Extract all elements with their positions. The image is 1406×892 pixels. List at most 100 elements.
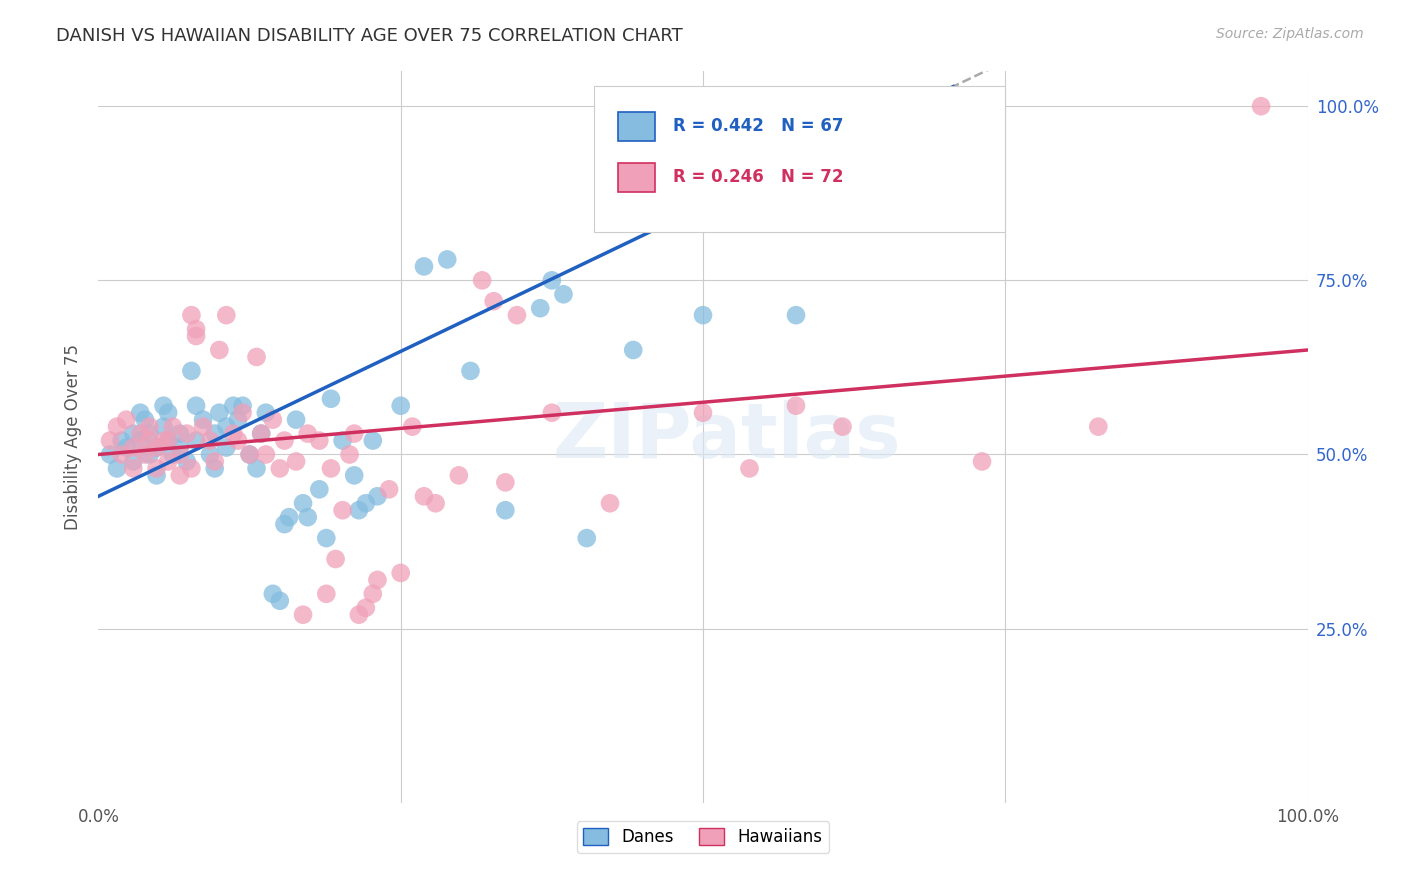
Point <box>785 308 807 322</box>
Point <box>134 412 156 426</box>
Point <box>184 434 207 448</box>
Point <box>129 426 152 441</box>
Point <box>122 441 145 455</box>
Point <box>319 461 342 475</box>
Point <box>122 454 145 468</box>
Point <box>122 461 145 475</box>
Point <box>232 406 254 420</box>
Point <box>447 468 470 483</box>
Y-axis label: Disability Age Over 75: Disability Age Over 75 <box>65 344 83 530</box>
Point <box>325 552 347 566</box>
Point <box>308 434 330 448</box>
Point <box>232 399 254 413</box>
Point <box>162 419 184 434</box>
Point <box>540 273 562 287</box>
Point <box>273 434 295 448</box>
Point <box>138 426 160 441</box>
Point <box>157 434 180 448</box>
Point <box>115 441 138 455</box>
Point <box>599 496 621 510</box>
Point <box>366 489 388 503</box>
Point <box>191 419 214 434</box>
Text: R = 0.442   N = 67: R = 0.442 N = 67 <box>672 117 844 136</box>
Point <box>204 426 226 441</box>
Point <box>262 412 284 426</box>
Point <box>540 406 562 420</box>
Point <box>831 419 853 434</box>
Point <box>215 308 238 322</box>
Point <box>239 448 262 462</box>
Point <box>278 510 301 524</box>
Point <box>855 99 877 113</box>
Text: Source: ZipAtlas.com: Source: ZipAtlas.com <box>1216 27 1364 41</box>
Point <box>145 441 167 455</box>
Point <box>347 503 370 517</box>
Point <box>413 260 436 274</box>
Point <box>169 441 191 455</box>
Text: ZIPatlas: ZIPatlas <box>553 401 901 474</box>
Point <box>198 448 221 462</box>
Point <box>692 406 714 420</box>
Bar <box>619 112 655 141</box>
Point <box>129 406 152 420</box>
Point <box>692 308 714 322</box>
Point <box>98 434 121 448</box>
Point <box>215 419 238 434</box>
Point <box>169 448 191 462</box>
Point <box>254 406 277 420</box>
Point <box>152 399 174 413</box>
Point <box>401 419 423 434</box>
Point <box>332 434 354 448</box>
Point <box>339 448 361 462</box>
Point <box>1250 99 1272 113</box>
Point <box>354 600 377 615</box>
Point <box>529 301 551 316</box>
Point <box>425 496 447 510</box>
Point <box>553 287 575 301</box>
Point <box>308 483 330 497</box>
Point <box>152 419 174 434</box>
Point <box>115 412 138 426</box>
Point <box>354 496 377 510</box>
Point <box>292 607 315 622</box>
Text: DANISH VS HAWAIIAN DISABILITY AGE OVER 75 CORRELATION CHART: DANISH VS HAWAIIAN DISABILITY AGE OVER 7… <box>56 27 683 45</box>
Point <box>208 406 231 420</box>
Point <box>389 399 412 413</box>
Point <box>169 426 191 441</box>
Point <box>285 412 308 426</box>
Point <box>184 399 207 413</box>
Point <box>245 350 267 364</box>
Point <box>482 294 505 309</box>
Point <box>361 587 384 601</box>
Point <box>145 468 167 483</box>
Point <box>157 406 180 420</box>
Bar <box>619 163 655 192</box>
Point <box>169 468 191 483</box>
Point <box>297 510 319 524</box>
Point <box>222 399 245 413</box>
Point <box>575 531 598 545</box>
Point <box>98 448 121 462</box>
Point <box>254 448 277 462</box>
Point <box>198 434 221 448</box>
Point <box>157 434 180 448</box>
Point <box>184 329 207 343</box>
Point <box>245 461 267 475</box>
Point <box>204 454 226 468</box>
Point <box>250 426 273 441</box>
Point <box>297 426 319 441</box>
Point <box>157 454 180 468</box>
Point <box>176 426 198 441</box>
Point <box>738 461 761 475</box>
Point <box>138 448 160 462</box>
Point <box>413 489 436 503</box>
Point <box>162 448 184 462</box>
Point <box>343 426 366 441</box>
Point <box>134 448 156 462</box>
Point <box>129 434 152 448</box>
Point <box>494 475 516 490</box>
Point <box>122 426 145 441</box>
Text: R = 0.246   N = 72: R = 0.246 N = 72 <box>672 169 844 186</box>
Point <box>319 392 342 406</box>
Point <box>180 461 202 475</box>
